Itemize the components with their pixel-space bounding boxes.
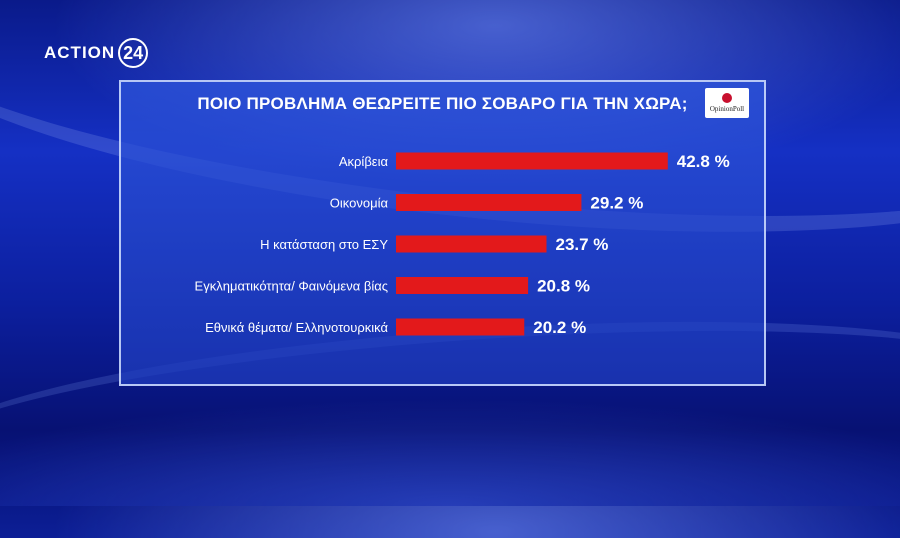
bar xyxy=(396,318,525,336)
value-label: 29.2 % xyxy=(590,194,643,213)
bar xyxy=(396,194,582,211)
channel-logo-text: ACTION xyxy=(44,43,116,62)
value-label: 20.2 % xyxy=(533,318,586,337)
category-label: Οικονομία xyxy=(330,196,389,211)
value-label: 23.7 % xyxy=(555,235,608,254)
pollster-logo: OpinionPoll xyxy=(705,88,749,118)
bar xyxy=(396,235,547,253)
pollster-logo-text: OpinionPoll xyxy=(709,105,745,113)
category-label: Η κατάσταση στο ΕΣΥ xyxy=(260,237,388,252)
value-label: 20.8 % xyxy=(537,277,590,296)
category-label: Εγκληματικότητα/ Φαινόμενα βίας xyxy=(195,279,388,294)
value-label: 42.8 % xyxy=(677,152,730,171)
chart-title: ΠΟΙΟ ΠΡΟΒΛΗΜΑ ΘΕΩΡΕΙΤΕ ΠΙΟ ΣΟΒΑΡΟ ΓΙΑ ΤΗ… xyxy=(197,94,688,113)
chart-panel: ΠΟΙΟ ΠΡΟΒΛΗΜΑ ΘΕΩΡΕΙΤΕ ΠΙΟ ΣΟΒΑΡΟ ΓΙΑ ΤΗ… xyxy=(119,80,766,386)
bar-chart: Ακρίβεια 42.8 % Οικονομία 29.2 % Η κατάσταση… xyxy=(195,152,730,337)
category-label: Ακρίβεια xyxy=(339,154,389,169)
channel-logo-number: 24 xyxy=(118,38,149,68)
category-label: Εθνικά θέματα/ Ελληνοτουρκικά xyxy=(205,320,388,335)
pollster-logo-icon xyxy=(722,93,732,103)
bar xyxy=(396,277,529,294)
channel-logo: ACTION 24 xyxy=(44,37,149,69)
bar xyxy=(396,152,668,170)
